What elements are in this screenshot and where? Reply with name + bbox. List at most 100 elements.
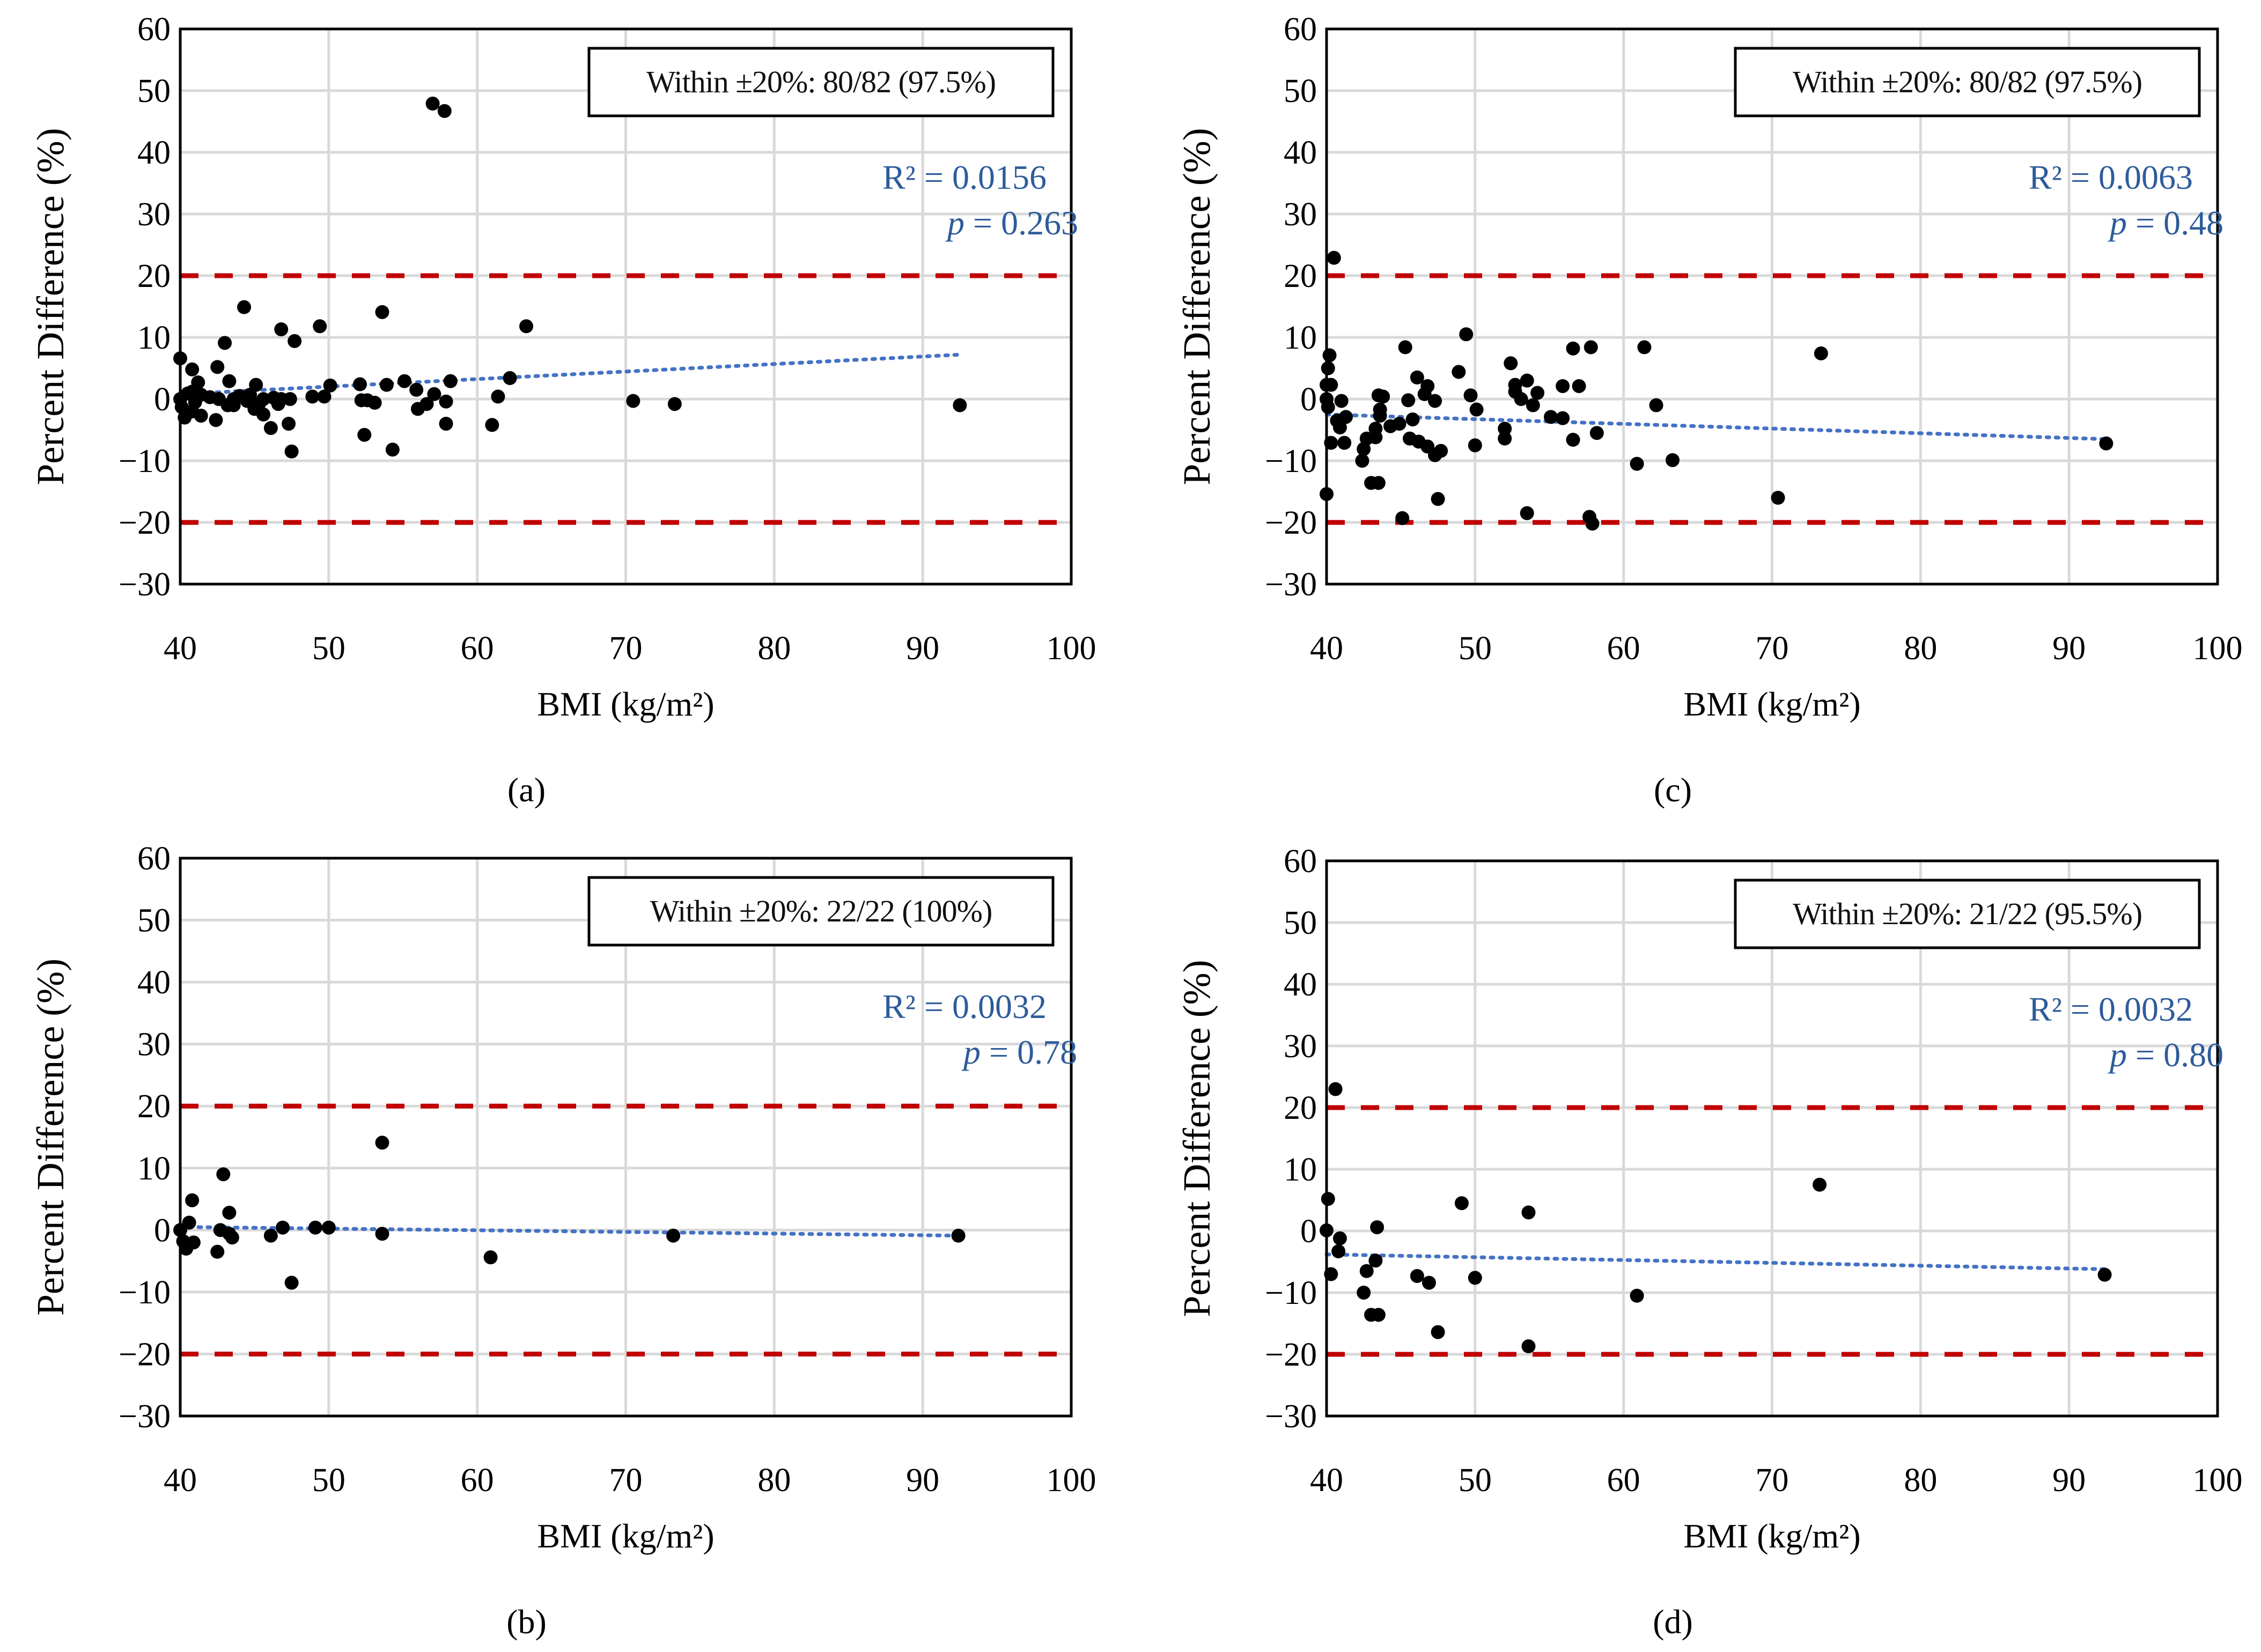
x-tick-label: 100 (2193, 630, 2243, 667)
data-point (375, 305, 389, 319)
data-point (410, 402, 425, 416)
y-tick-label: 10 (1284, 320, 1317, 356)
data-point (274, 322, 289, 337)
data-point (437, 104, 452, 118)
data-point (2097, 1267, 2112, 1282)
data-point (1355, 454, 1369, 468)
data-point (1321, 361, 1335, 375)
data-point (953, 398, 967, 412)
data-point (1376, 389, 1390, 404)
annotation-box (587, 876, 1055, 947)
x-tick-label: 80 (757, 1462, 791, 1499)
data-point (1370, 1220, 1384, 1235)
trend-line (1324, 1252, 2107, 1271)
data-point (1463, 388, 1478, 403)
y-axis-title: Percent Difference (%) (29, 128, 72, 485)
data-point (252, 397, 266, 411)
x-tick-label: 90 (2052, 1462, 2086, 1499)
y-tick-label: 20 (137, 258, 171, 294)
r-squared-label: R² = 0.0063 (2029, 158, 2193, 196)
y-tick-label: 0 (154, 381, 171, 418)
data-point (288, 334, 302, 348)
p-value-label: p = 0.48 (2108, 204, 2223, 242)
data-point (375, 1227, 389, 1241)
data-point (1368, 430, 1383, 445)
data-point (308, 1220, 322, 1235)
data-point (1401, 393, 1416, 408)
data-point (1373, 409, 1387, 423)
y-tick-label: 0 (1300, 1213, 1317, 1250)
y-tick-label: 30 (137, 1027, 171, 1063)
data-point (323, 378, 337, 393)
data-point (483, 1250, 498, 1265)
y-axis-title: Percent Difference (%) (1175, 960, 1218, 1317)
p-value: = 0.263 (964, 204, 1078, 242)
data-point (1395, 511, 1410, 525)
y-tick-label: 40 (1284, 967, 1317, 1003)
data-point (1556, 411, 1570, 425)
x-tick-label: 70 (1756, 1462, 1789, 1499)
y-tick-label: −30 (119, 1398, 171, 1435)
data-point (1814, 346, 1828, 360)
data-point (1649, 398, 1663, 412)
r-squared-label: R² = 0.0032 (882, 987, 1047, 1026)
data-point (397, 374, 412, 388)
data-point (185, 362, 200, 377)
x-tick-label: 90 (2052, 630, 2086, 667)
p-value-label: p = 0.80 (2108, 1036, 2223, 1074)
data-point (1357, 442, 1371, 456)
data-point (1321, 1192, 1335, 1206)
data-point (1417, 387, 1432, 401)
annotation-text: Within ±20%: 80/82 (97.5%) (646, 64, 996, 99)
data-point (284, 444, 299, 459)
data-point (1431, 1325, 1445, 1339)
data-point (1392, 417, 1406, 431)
data-point (188, 395, 202, 409)
data-point (283, 392, 297, 406)
y-tick-label: 60 (1284, 843, 1317, 880)
data-point (263, 421, 278, 436)
panel-label: (b) (506, 1603, 547, 1641)
y-axis-title: Percent Difference (%) (1175, 128, 1218, 485)
y-tick-label: 10 (1284, 1152, 1317, 1188)
data-point (409, 382, 424, 397)
data-point (485, 418, 499, 432)
data-point (1398, 340, 1412, 355)
y-tick-label: −30 (119, 566, 171, 603)
data-point (1520, 506, 1534, 520)
x-tick-label: 40 (1310, 1462, 1343, 1499)
data-point (1332, 420, 1347, 434)
annotation-text: Within ±20%: 80/82 (97.5%) (1793, 64, 2142, 99)
annotation-box (587, 47, 1055, 117)
data-point (209, 413, 223, 427)
data-point (1327, 250, 1341, 265)
x-tick-label: 90 (906, 630, 939, 667)
data-point (1468, 438, 1482, 453)
data-point (203, 390, 217, 404)
data-point (1813, 1177, 1827, 1192)
x-tick-label: 90 (906, 1462, 939, 1499)
data-point (375, 1135, 389, 1150)
y-tick-label: 20 (1284, 1090, 1317, 1126)
y-tick-label: 50 (137, 73, 171, 109)
data-point (1337, 436, 1352, 450)
data-point (439, 394, 453, 409)
r-squared-label: R² = 0.0032 (2029, 990, 2193, 1028)
data-point (284, 1275, 299, 1290)
data-point (1498, 431, 1512, 446)
data-point (1514, 392, 1528, 406)
data-point (1405, 412, 1420, 426)
y-tick-label: −20 (119, 505, 171, 541)
data-point (186, 1235, 201, 1250)
y-axis-title: Percent Difference (%) (29, 958, 72, 1316)
data-point (667, 397, 682, 411)
data-point (1321, 400, 1335, 414)
p-value: = 0.80 (2127, 1036, 2223, 1074)
y-tick-label: −20 (119, 1336, 171, 1373)
data-point (1526, 398, 1540, 412)
data-point (1371, 1308, 1386, 1322)
data-point (305, 389, 320, 404)
data-point (220, 398, 235, 412)
data-point (443, 374, 458, 388)
data-point (1469, 402, 1484, 417)
